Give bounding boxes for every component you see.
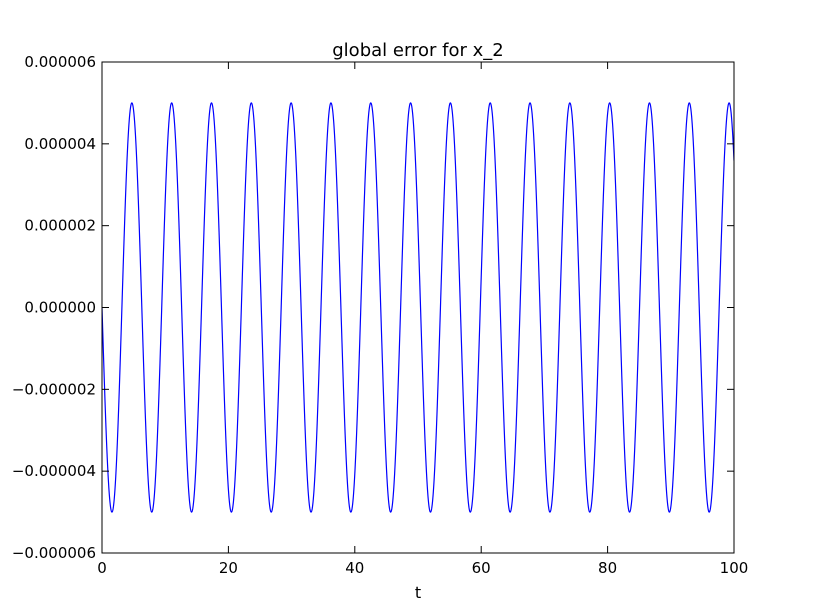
y-tick-label: 0.000006 (24, 53, 96, 71)
x-tick-label: 80 (598, 559, 617, 577)
y-tick-label: 0.000004 (24, 135, 96, 153)
y-tick-label: 0.000002 (24, 217, 96, 235)
y-tick-labels: −0.000006 −0.000004 −0.000002 0.000000 0.000… (12, 53, 96, 562)
x-tick-label: 40 (345, 559, 364, 577)
y-tick-label: −0.000006 (12, 544, 96, 562)
y-tick-label: −0.000002 (12, 380, 96, 398)
x-axis-label: t (415, 583, 421, 602)
series-line-0 (102, 102, 734, 513)
chart-title: global error for x_2 (332, 40, 504, 61)
x-tick-label: 100 (720, 559, 749, 577)
x-tick-labels: 0 20 40 60 80 100 (97, 559, 748, 577)
x-tick-label: 20 (219, 559, 238, 577)
plot-frame (101, 61, 735, 554)
y-tick-label: 0.000000 (24, 299, 96, 317)
y-tick-label: −0.000004 (12, 462, 96, 480)
plot-area (101, 61, 735, 554)
x-tick-label: 0 (97, 559, 107, 577)
x-tick-label: 60 (472, 559, 491, 577)
series-layer (102, 102, 734, 513)
